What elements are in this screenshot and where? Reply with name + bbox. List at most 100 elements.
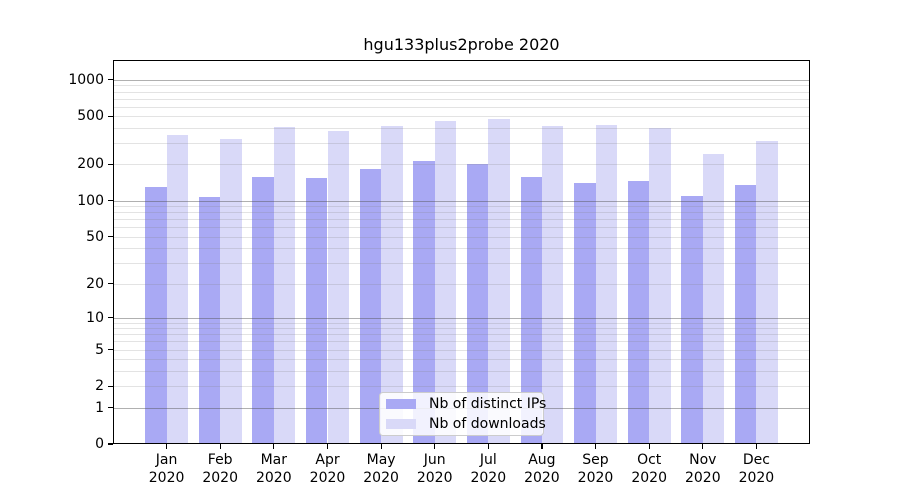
gridline-50 [114, 236, 809, 238]
x-tick-label-jun: Jun 2020 [416, 452, 453, 486]
bar-dec-downloads [756, 141, 778, 444]
x-tick-mark [380, 444, 382, 449]
gridline-600 [114, 106, 809, 108]
bar-aug-distinct-ips [520, 176, 542, 444]
x-tick-mark [219, 444, 221, 449]
bar-apr-downloads [327, 131, 349, 444]
y-tick-label: 1000 [68, 71, 104, 88]
y-tick-mark [108, 200, 113, 202]
y-tick-mark [108, 406, 113, 409]
gridline-8 [114, 328, 809, 330]
gridline-20 [114, 283, 809, 285]
x-tick-mark [434, 444, 436, 449]
x-tick-mark [487, 444, 489, 449]
legend: Nb of distinct IPs Nb of downloads [379, 392, 546, 436]
gridline-60 [114, 227, 809, 229]
x-tick-mark [166, 444, 168, 449]
legend-item-downloads: Nb of downloads [386, 416, 546, 433]
gridline-300 [114, 143, 809, 145]
x-tick-mark [541, 444, 543, 449]
gridline-30 [114, 263, 809, 264]
gridline-800 [114, 91, 809, 93]
bar-oct-downloads [649, 127, 671, 444]
gridline-5 [114, 349, 809, 351]
bar-nov-downloads [702, 153, 725, 444]
bar-jul-distinct-ips [466, 164, 489, 444]
x-tick-label-nov: Nov 2020 [684, 452, 721, 486]
legend-label-downloads: Nb of downloads [429, 415, 546, 432]
x-tick-label-aug: Aug 2020 [524, 452, 560, 486]
x-tick-label-dec: Dec 2020 [738, 452, 775, 486]
y-tick-label: 0 [95, 436, 104, 452]
x-tick-mark [648, 444, 650, 449]
x-tick-label-may: May 2020 [363, 452, 399, 486]
y-tick-label: 1 [95, 399, 104, 416]
bar-nov-distinct-ips [681, 195, 703, 444]
legend-swatch-downloads [386, 418, 416, 429]
bar-sep-distinct-ips [574, 182, 596, 444]
gridline-200 [114, 164, 809, 166]
y-tick-mark [108, 385, 113, 387]
gridline-700 [114, 98, 809, 100]
y-tick-mark [108, 443, 113, 445]
bar-aug-downloads [541, 126, 564, 444]
y-tick-label: 5 [95, 341, 104, 358]
bar-may-distinct-ips [359, 168, 382, 444]
chart-title: hgu133plus2probe 2020 [363, 35, 560, 54]
y-tick-mark [108, 115, 113, 117]
x-tick-mark [702, 444, 704, 449]
gridline-100 [114, 200, 809, 202]
x-tick-mark [326, 444, 329, 449]
bar-jun-downloads [434, 120, 457, 444]
bar-oct-distinct-ips [627, 180, 650, 444]
y-tick-label: 100 [77, 192, 104, 209]
x-tick-label-jul: Jul 2020 [470, 452, 507, 486]
gridline-6 [114, 341, 809, 343]
bar-apr-distinct-ips [306, 178, 328, 444]
gridline-9 [114, 322, 809, 324]
bar-feb-downloads [220, 139, 242, 444]
x-tick-label-oct: Oct 2020 [631, 452, 667, 486]
bar-feb-distinct-ips [198, 196, 221, 444]
bar-mar-downloads [273, 127, 296, 444]
gridline-400 [114, 128, 809, 129]
bar-jan-distinct-ips [145, 187, 167, 444]
gridline-900 [114, 85, 809, 87]
bar-jan-downloads [166, 135, 189, 444]
bar-mar-distinct-ips [252, 176, 274, 444]
x-tick-label-sep: Sep 2020 [577, 452, 614, 486]
gridline-40 [114, 248, 809, 250]
x-tick-label-mar: Mar 2020 [255, 452, 292, 486]
gridline-80 [114, 212, 809, 214]
y-tick-mark [108, 282, 113, 285]
gridline-2 [114, 386, 809, 388]
y-tick-label: 10 [86, 309, 104, 326]
bar-jul-downloads [488, 119, 510, 444]
bar-dec-distinct-ips [734, 185, 757, 444]
y-tick-label: 2 [95, 378, 104, 395]
y-tick-label: 500 [77, 108, 104, 125]
legend-label-distinct-ips: Nb of distinct IPs [429, 396, 547, 413]
y-tick-mark [108, 236, 113, 238]
gridline-3 [114, 370, 809, 372]
gridline-7 [114, 334, 809, 336]
y-tick-mark [108, 79, 113, 81]
bar-may-downloads [381, 126, 403, 444]
x-tick-label-apr: Apr 2020 [309, 452, 346, 486]
x-tick-label-jan: Jan 2020 [148, 452, 185, 486]
gridline-1000 [114, 79, 809, 81]
y-tick-label: 20 [86, 275, 104, 292]
y-tick-mark [108, 317, 113, 319]
bar-jun-distinct-ips [413, 161, 435, 444]
gridline-4 [114, 359, 809, 361]
x-tick-mark [594, 444, 597, 449]
y-tick-label: 50 [86, 228, 104, 245]
legend-item-distinct-ips: Nb of distinct IPs [386, 396, 546, 413]
bar-sep-downloads [595, 124, 617, 444]
x-tick-label-feb: Feb 2020 [202, 452, 238, 486]
x-tick-mark [273, 444, 275, 449]
y-tick-label: 200 [77, 156, 104, 173]
gridline-90 [114, 206, 809, 208]
legend-swatch-distinct-ips [386, 399, 416, 410]
